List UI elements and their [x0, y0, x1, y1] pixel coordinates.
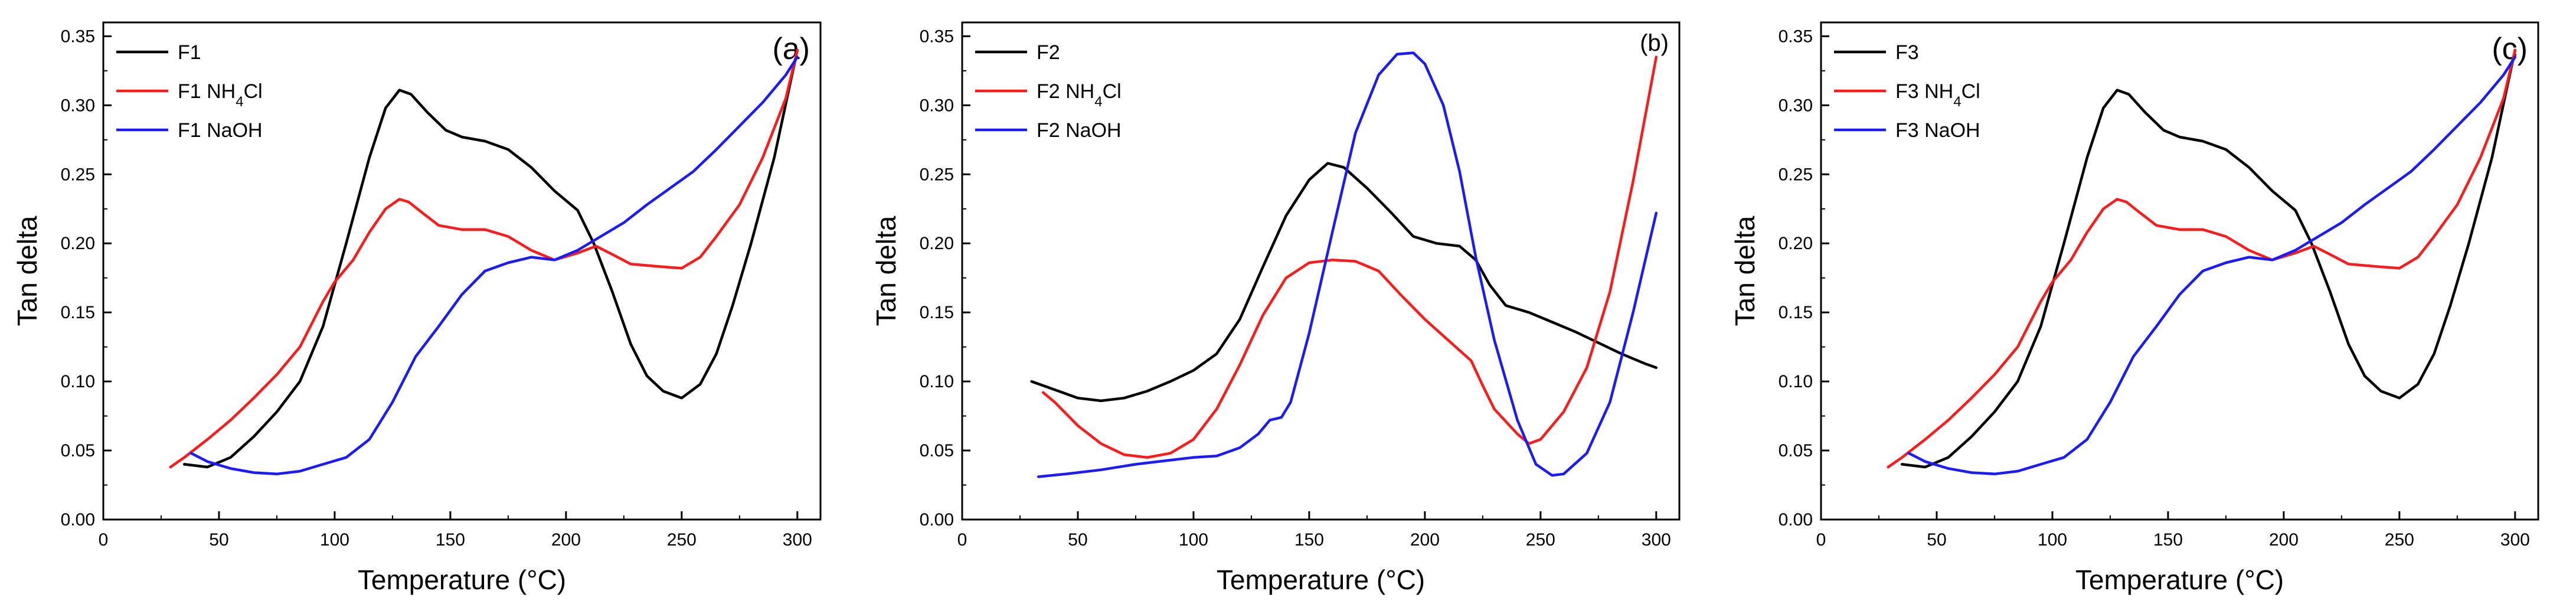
panel-label: (a)	[772, 32, 810, 66]
x-tick-label: 50	[1068, 530, 1087, 550]
x-tick-label: 200	[2269, 530, 2299, 550]
series-line-2	[1041, 55, 1658, 459]
plot-frame	[1820, 21, 2539, 521]
tan-delta-chart-c: 0 50 100 150 200 250 300 0.00 0.05 0.10 0.15 0.20 0.…	[1730, 21, 2539, 595]
y-axis-title: Tan delta	[1730, 215, 1760, 326]
chart-panel-a: 0 50 100 150 200 250 300 0.00 0.05 0.10 0.15 0.20 0.…	[0, 0, 850, 614]
legend-label-main: F1	[178, 41, 201, 64]
chart-panel-c: 0 50 100 150 200 250 300 0.00 0.05 0.10 0.15 0.20 0.…	[1718, 0, 2568, 614]
legend-label-tail: Cl	[1962, 80, 1980, 103]
legend-label-1: F2	[1037, 41, 1060, 64]
y-tick-label: 0.30	[61, 96, 95, 115]
x-tick-label: 250	[1526, 530, 1555, 550]
x-tick-label: 200	[551, 530, 581, 550]
y-tick-label: 0.10	[1779, 372, 1813, 391]
chart-panel-b: 0 50 100 150 200 250 300 0.00 0.05 0.10 0.15 0.20 0.…	[859, 0, 1709, 614]
x-tick-label: 300	[2500, 530, 2530, 550]
x-axis-title: Temperature (°C)	[1217, 564, 1425, 595]
y-tick-label: 0.20	[61, 234, 95, 253]
legend-label-2: F3 NH4Cl	[1895, 80, 1980, 110]
series-line-3	[1907, 55, 2517, 476]
legend-label-1: F3	[1895, 41, 1919, 64]
y-axis-title: Tan delta	[871, 215, 901, 326]
legend-label-1: F1	[178, 41, 201, 64]
x-tick-label: 300	[1642, 530, 1671, 550]
legend-label-3: F1 NaOH	[178, 119, 263, 142]
legend-label-tail: Cl	[244, 80, 263, 103]
y-tick-label: 0.00	[1779, 510, 1813, 530]
series-line-3	[189, 55, 799, 476]
y-tick-label: 0.25	[61, 165, 95, 184]
legend-label-subscript: 4	[1953, 94, 1961, 110]
x-tick-label: 200	[1410, 530, 1440, 550]
panel-label: (b)	[1640, 30, 1669, 56]
x-tick-label: 100	[2038, 530, 2067, 550]
y-tick-label: 0.05	[61, 441, 95, 460]
y-axis-title: Tan delta	[12, 215, 43, 326]
plot-frame	[961, 21, 1681, 521]
legend-label-3: F2 NaOH	[1037, 119, 1122, 142]
series-line-1	[1030, 162, 1658, 403]
y-tick-label: 0.35	[61, 27, 95, 46]
legend-label-main: F1 NaOH	[178, 119, 263, 142]
y-tick-label: 0.20	[1779, 234, 1813, 253]
y-tick-label: 0.35	[1779, 27, 1813, 46]
tan-delta-chart-a: 0 50 100 150 200 250 300 0.00 0.05 0.10 0.15 0.20 0.…	[12, 21, 822, 595]
series-line-2	[169, 48, 799, 469]
y-tick-label: 0.00	[920, 510, 954, 530]
y-tick-label: 0.20	[920, 234, 954, 253]
legend-label-2: F1 NH4Cl	[178, 80, 263, 110]
panel-label: (c)	[2492, 32, 2528, 66]
x-tick-label: 150	[1294, 530, 1324, 550]
y-tick-label: 0.35	[920, 27, 954, 46]
legend-label-subscript: 4	[1094, 94, 1102, 110]
y-tick-label: 0.10	[920, 372, 954, 391]
y-tick-label: 0.25	[1779, 165, 1813, 184]
y-tick-label: 0.30	[1779, 96, 1813, 115]
legend-label-main: F2 NaOH	[1037, 119, 1122, 142]
series-line-3	[1037, 51, 1658, 478]
y-tick-label: 0.05	[920, 441, 954, 460]
series-line-1	[182, 48, 799, 469]
x-tick-label: 0	[957, 530, 967, 550]
legend-label-subscript: 4	[236, 94, 243, 110]
tan-delta-chart-b: 0 50 100 150 200 250 300 0.00 0.05 0.10 0.15 0.20 0.…	[871, 21, 1681, 595]
y-tick-label: 0.10	[61, 372, 95, 391]
y-tick-label: 0.25	[920, 165, 954, 184]
x-tick-label: 250	[667, 530, 697, 550]
plot-frame	[102, 21, 822, 521]
series-line-2	[1887, 48, 2517, 469]
x-tick-label: 100	[1179, 530, 1208, 550]
y-tick-label: 0.15	[61, 303, 95, 322]
x-tick-label: 0	[99, 530, 109, 550]
legend-label-3: F3 NaOH	[1895, 119, 1980, 142]
legend-label-2: F2 NH4Cl	[1037, 80, 1122, 110]
x-tick-label: 0	[1816, 530, 1826, 550]
x-tick-label: 50	[209, 530, 228, 550]
legend-label-tail: Cl	[1103, 80, 1122, 103]
x-tick-label: 250	[2385, 530, 2414, 550]
y-tick-label: 0.00	[61, 510, 95, 530]
x-tick-label: 150	[2153, 530, 2183, 550]
y-tick-label: 0.05	[1779, 441, 1813, 460]
x-tick-label: 100	[320, 530, 349, 550]
x-tick-label: 300	[783, 530, 812, 550]
x-tick-label: 50	[1927, 530, 1946, 550]
legend-label-main: F3	[1895, 41, 1919, 64]
legend-label-main: F3 NaOH	[1895, 119, 1980, 142]
x-tick-label: 150	[436, 530, 465, 550]
legend-label-main: F3 NH	[1895, 80, 1953, 103]
y-tick-label: 0.30	[920, 96, 954, 115]
x-axis-title: Temperature (°C)	[2075, 564, 2284, 595]
y-tick-label: 0.15	[920, 303, 954, 322]
series-line-1	[1900, 48, 2517, 469]
y-tick-label: 0.15	[1779, 303, 1813, 322]
legend-label-main: F2	[1037, 41, 1060, 64]
legend-label-main: F2 NH	[1037, 80, 1094, 103]
x-axis-title: Temperature (°C)	[358, 564, 566, 595]
legend-label-main: F1 NH	[178, 80, 236, 103]
